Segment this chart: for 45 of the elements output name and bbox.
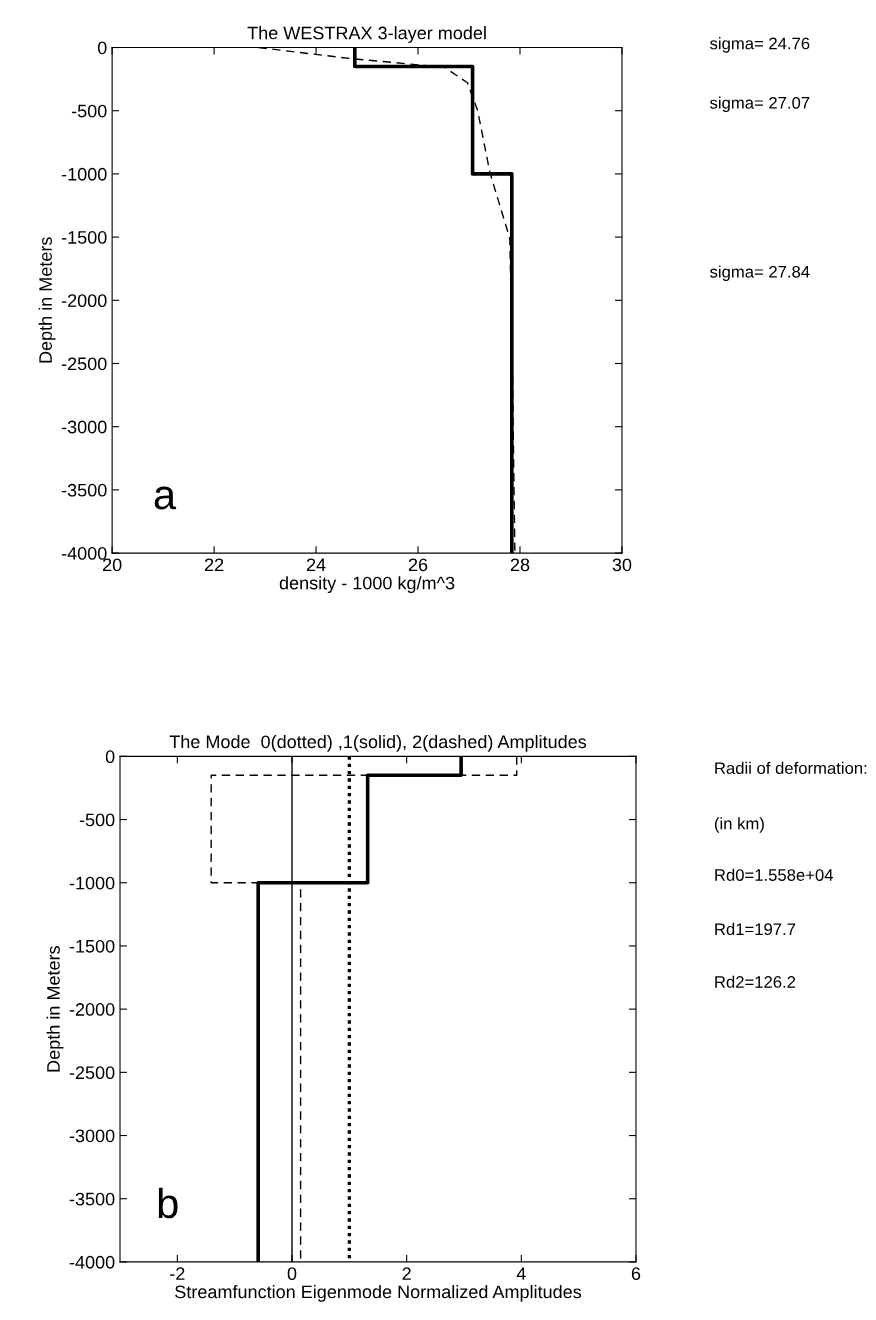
annotation: b <box>158 1187 178 1219</box>
text: Radii of deformation: <box>715 761 867 775</box>
x-tick-label: 26 <box>408 558 428 572</box>
y-tick-label: -500 <box>71 104 107 118</box>
x-tick-label: 30 <box>612 558 632 572</box>
y-tick-label: -500 <box>79 813 115 827</box>
y-tick-label: -1500 <box>69 939 115 953</box>
x-tick-label: 0 <box>287 1267 297 1281</box>
text: Rd2=126.2 <box>715 975 796 988</box>
y-tick-label: -3000 <box>61 420 107 434</box>
y-tick-label: -1500 <box>61 231 107 244</box>
x-tick-label: 4 <box>516 1267 526 1280</box>
y-tick-label: -3000 <box>69 1129 115 1143</box>
x-tick-label: 28 <box>510 558 530 572</box>
y-tick-label: -2000 <box>69 1003 115 1016</box>
x-axis-title: Streamfunction Eigenmode Normalized Amplitudes <box>175 1285 582 1302</box>
y-axis-title: Depth in Meters <box>46 946 64 1072</box>
y-tick-label: -2000 <box>61 294 107 308</box>
y-tick-label: -4000 <box>69 1255 115 1269</box>
y-tick-label: -2500 <box>69 1066 115 1080</box>
chart-title: The WESTRAX 3-layer model <box>247 26 486 43</box>
y-tick-label: -4000 <box>61 547 107 560</box>
y-tick-label: -1000 <box>61 167 107 181</box>
text: (in km) <box>714 817 764 833</box>
x-tick-label: -2 <box>170 1267 185 1280</box>
y-tick-label: -3500 <box>61 483 107 497</box>
y-tick-label: 0 <box>105 750 115 764</box>
text: sigma= 24.76 <box>710 37 810 53</box>
y-axis-title: Depth in Meters <box>38 237 56 363</box>
x-tick-label: 2 <box>402 1267 411 1280</box>
text: Rd0=1.558e+04 <box>715 868 834 881</box>
x-axis-title: density - 1000 kg/m^3 <box>279 576 455 593</box>
y-tick-label: -2500 <box>61 357 107 371</box>
text: sigma= 27.84 <box>710 265 810 282</box>
x-tick-label: 20 <box>103 558 122 572</box>
y-tick-label: 0 <box>97 41 107 55</box>
chart-title: The Mode 0(dotted) ,1(solid), 2(dashed) Amplitudes <box>169 734 587 752</box>
x-tick-label: 22 <box>204 558 224 572</box>
x-tick-label: 6 <box>631 1267 641 1281</box>
text: Rd1=197.7 <box>715 922 796 936</box>
text: sigma= 27.07 <box>710 96 810 113</box>
annotation: a <box>154 486 177 510</box>
x-tick-label: 24 <box>306 558 326 572</box>
y-tick-label: -3500 <box>69 1192 115 1206</box>
y-tick-label: -1000 <box>69 876 115 890</box>
